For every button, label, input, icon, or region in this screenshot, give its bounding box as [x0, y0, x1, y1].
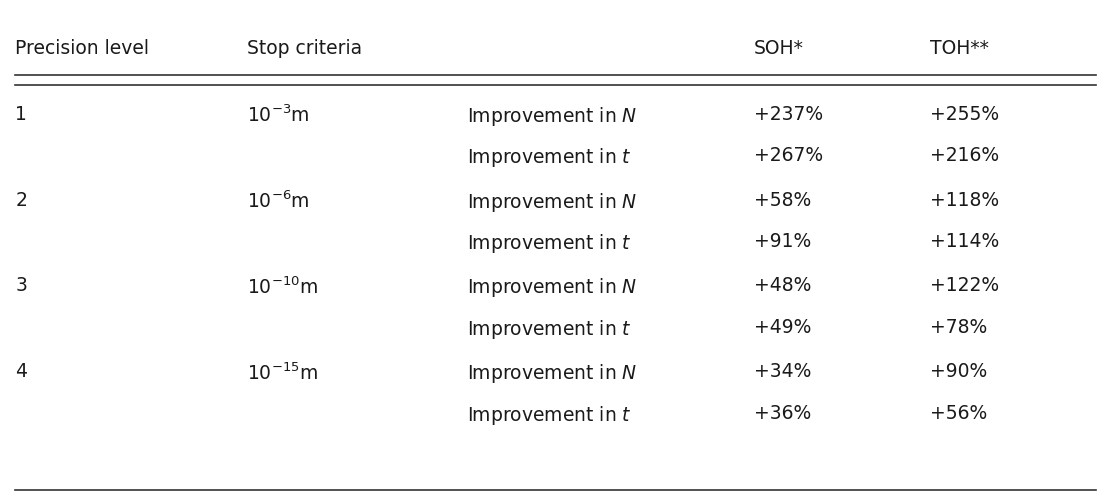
Text: Improvement in $t$: Improvement in $t$ — [468, 147, 632, 170]
Text: Precision level: Precision level — [16, 38, 149, 57]
Text: Improvement in $N$: Improvement in $N$ — [468, 362, 638, 385]
Text: 2: 2 — [16, 191, 27, 210]
Text: +36%: +36% — [754, 404, 811, 423]
Text: +58%: +58% — [754, 191, 811, 210]
Text: Improvement in $N$: Improvement in $N$ — [468, 191, 638, 214]
Text: Stop criteria: Stop criteria — [247, 38, 362, 57]
Text: +118%: +118% — [930, 191, 1000, 210]
Text: $10^{-6}$m: $10^{-6}$m — [247, 191, 310, 212]
Text: Improvement in $N$: Improvement in $N$ — [468, 105, 638, 128]
Text: Improvement in $t$: Improvement in $t$ — [468, 233, 632, 255]
Text: TOH**: TOH** — [930, 38, 989, 57]
Text: +78%: +78% — [930, 318, 988, 337]
Text: +49%: +49% — [754, 318, 811, 337]
Text: +34%: +34% — [754, 362, 811, 381]
Text: 4: 4 — [16, 362, 27, 381]
Text: +122%: +122% — [930, 276, 1000, 295]
Text: +255%: +255% — [930, 105, 1000, 124]
Text: SOH*: SOH* — [754, 38, 804, 57]
Text: +216%: +216% — [930, 147, 1000, 166]
Text: $10^{-10}$m: $10^{-10}$m — [247, 276, 318, 298]
Text: $10^{-15}$m: $10^{-15}$m — [247, 362, 318, 384]
Text: +267%: +267% — [754, 147, 823, 166]
Text: 3: 3 — [16, 276, 27, 295]
Text: +48%: +48% — [754, 276, 811, 295]
Text: +56%: +56% — [930, 404, 988, 423]
Text: $10^{-3}$m: $10^{-3}$m — [247, 105, 310, 126]
Text: +90%: +90% — [930, 362, 988, 381]
Text: Improvement in $t$: Improvement in $t$ — [468, 318, 632, 341]
Text: Improvement in $N$: Improvement in $N$ — [468, 276, 638, 299]
Text: Improvement in $t$: Improvement in $t$ — [468, 404, 632, 427]
Text: 1: 1 — [16, 105, 27, 124]
Text: +91%: +91% — [754, 233, 811, 251]
Text: +114%: +114% — [930, 233, 1000, 251]
Text: +237%: +237% — [754, 105, 823, 124]
